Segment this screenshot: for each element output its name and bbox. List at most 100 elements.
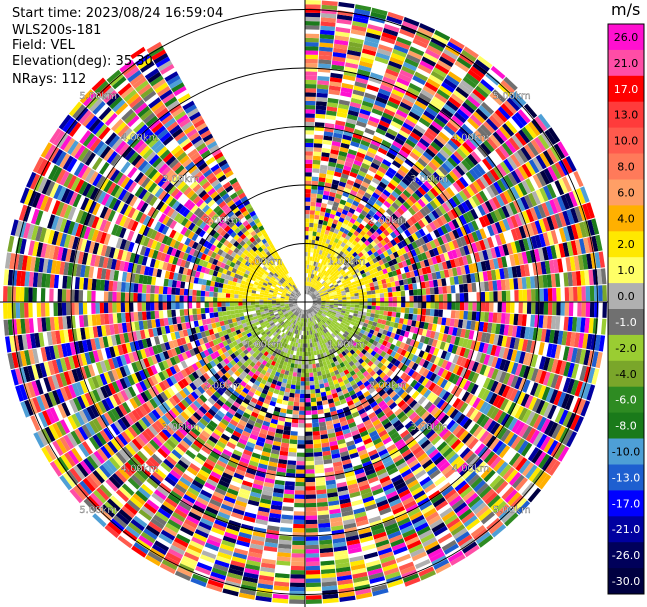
velocity-gate (310, 265, 314, 270)
velocity-gate (480, 302, 486, 312)
velocity-gate (438, 461, 451, 472)
velocity-gate (433, 117, 446, 128)
velocity-gate (178, 389, 188, 399)
velocity-gate (429, 469, 441, 480)
velocity-gate (538, 474, 552, 490)
velocity-gate (301, 368, 305, 373)
velocity-gate (386, 266, 392, 273)
velocity-gate (274, 479, 285, 486)
velocity-gate (353, 322, 359, 328)
velocity-gate (151, 453, 163, 465)
velocity-gate (319, 38, 334, 44)
velocity-gate (380, 116, 392, 125)
velocity-gate (523, 144, 536, 159)
velocity-gate (285, 383, 291, 389)
velocity-gate (294, 324, 297, 330)
velocity-gate (305, 309, 307, 315)
velocity-gate (471, 361, 480, 372)
velocity-gate (178, 426, 188, 437)
velocity-gate (422, 205, 432, 215)
velocity-gate (124, 388, 133, 400)
velocity-gate (310, 248, 314, 253)
velocity-gate (330, 516, 343, 523)
velocity-gate (268, 364, 275, 370)
velocity-gate (244, 445, 254, 453)
velocity-gate (255, 343, 261, 350)
velocity-gate (562, 411, 573, 427)
velocity-gate (383, 567, 400, 576)
velocity-gate (284, 314, 289, 318)
velocity-gate (321, 280, 326, 285)
velocity-gate (439, 253, 446, 263)
velocity-gate (491, 112, 505, 126)
velocity-gate (306, 330, 309, 336)
velocity-gate (414, 373, 422, 382)
velocity-gate (319, 543, 333, 549)
velocity-gate (488, 312, 494, 323)
velocity-gate (336, 481, 347, 488)
velocity-gate (332, 232, 338, 238)
velocity-gate (478, 271, 484, 282)
velocity-gate (315, 275, 319, 281)
velocity-gate (212, 467, 224, 476)
velocity-gate (319, 268, 323, 273)
velocity-gate (372, 158, 382, 167)
velocity-gate (362, 370, 370, 377)
velocity-gate (270, 314, 276, 319)
velocity-gate (276, 467, 287, 473)
velocity-gate (534, 137, 546, 152)
velocity-gate (362, 158, 372, 166)
velocity-gate (329, 316, 335, 320)
velocity-gate (320, 294, 325, 297)
velocity-gate (235, 329, 241, 335)
velocity-gate (188, 430, 198, 440)
velocity-gate (210, 375, 218, 383)
velocity-gate (345, 382, 352, 389)
velocity-gate (257, 510, 270, 517)
velocity-gate (289, 586, 305, 592)
velocity-gate (319, 34, 335, 40)
velocity-gate (305, 519, 318, 525)
velocity-gate (522, 365, 531, 379)
velocity-gate (424, 315, 430, 323)
velocity-gate (343, 244, 350, 250)
velocity-gate (206, 423, 216, 432)
velocity-gate (429, 354, 437, 364)
velocity-gate (380, 246, 387, 253)
velocity-gate (244, 511, 257, 519)
velocity-gate (276, 339, 281, 345)
velocity-gate (165, 377, 174, 387)
velocity-gate (373, 393, 381, 401)
velocity-gate (351, 499, 363, 507)
velocity-gate (315, 307, 320, 310)
velocity-gate (424, 281, 430, 288)
velocity-gate (186, 515, 200, 525)
velocity-gate (333, 132, 343, 139)
velocity-gate (495, 503, 510, 518)
velocity-gate (558, 227, 567, 243)
velocity-gate (412, 38, 428, 49)
velocity-gate (463, 46, 479, 59)
velocity-gate (305, 281, 308, 286)
velocity-gate (364, 36, 380, 44)
velocity-gate (381, 559, 397, 568)
velocity-gate (299, 402, 305, 407)
velocity-gate (247, 340, 253, 347)
velocity-gate (346, 319, 352, 324)
velocity-gate (258, 506, 270, 513)
velocity-gate (299, 322, 302, 327)
velocity-gate (470, 273, 476, 283)
velocity-gate (554, 344, 562, 359)
velocity-gate (374, 422, 383, 431)
velocity-gate (185, 350, 192, 359)
velocity-gate (428, 316, 434, 324)
velocity-gate (388, 194, 397, 202)
velocity-gate (200, 465, 212, 475)
velocity-gate (300, 381, 305, 386)
velocity-gate (318, 181, 325, 187)
velocity-gate (326, 314, 331, 318)
velocity-gate (568, 191, 578, 207)
velocity-gate (230, 560, 246, 568)
velocity-gate (334, 39, 349, 46)
velocity-gate (566, 241, 574, 257)
